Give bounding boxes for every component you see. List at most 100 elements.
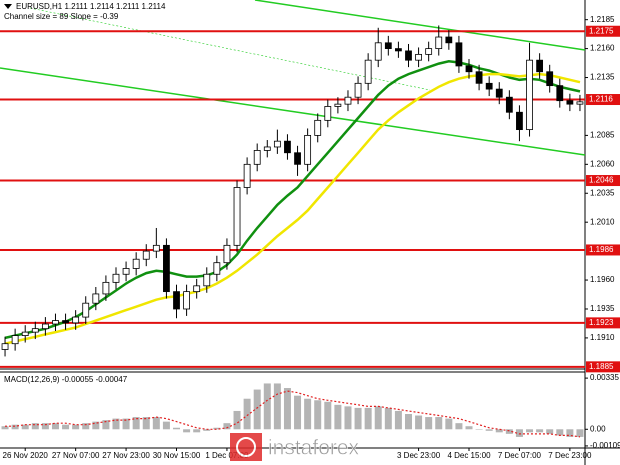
candle-body xyxy=(334,103,342,107)
candle-body xyxy=(31,328,39,333)
histogram-bar xyxy=(576,429,584,437)
candle-body xyxy=(52,320,59,325)
level-label-box xyxy=(586,175,620,187)
candle-body xyxy=(485,82,493,90)
candle-body xyxy=(233,187,241,246)
histogram-bar xyxy=(183,429,191,433)
candle-body xyxy=(142,250,150,260)
histogram-bar xyxy=(223,423,231,430)
histogram-bar xyxy=(304,398,312,430)
histogram-bar xyxy=(294,395,302,430)
y-tick-label: 1.2085 xyxy=(590,131,615,140)
histogram-bar xyxy=(404,414,412,430)
histogram-bar xyxy=(415,415,423,430)
candle-body xyxy=(364,59,372,84)
candle-body xyxy=(253,150,261,165)
x-tick-label: 27 Nov 07:00 xyxy=(52,451,100,460)
x-tick-label: 30 Nov 15:00 xyxy=(153,451,201,460)
candle-body xyxy=(112,273,120,283)
candle-body xyxy=(152,244,160,252)
y-tick-label: 1.1935 xyxy=(590,304,615,313)
histogram-bar xyxy=(384,407,392,430)
x-tick-label: 7 Dec 23:00 xyxy=(548,451,592,460)
y-tick-label: 1.1910 xyxy=(590,333,615,342)
histogram-bar xyxy=(465,426,473,430)
y-tick-label: 1.2185 xyxy=(590,15,615,24)
indicator-line: Channel size = 89 Slope = -0.39 xyxy=(4,12,119,21)
candle-body xyxy=(183,291,190,310)
level-label: 1.1986 xyxy=(589,245,614,254)
histogram-bar xyxy=(334,404,342,430)
candle-body xyxy=(495,88,503,98)
candle-body xyxy=(425,48,433,55)
histogram-bar xyxy=(344,406,352,430)
watermark-text: instaforex xyxy=(268,437,360,460)
histogram-bar xyxy=(41,423,49,430)
candle-body xyxy=(374,42,382,61)
menu-arrow xyxy=(4,4,12,9)
candle-body xyxy=(213,262,221,275)
x-tick-label: 1 Dec 07:00 xyxy=(205,451,249,460)
histogram-bar xyxy=(243,398,251,430)
moving-average xyxy=(4,60,581,340)
candle-body xyxy=(435,36,443,50)
y-tick-label: 1.2010 xyxy=(590,217,615,226)
histogram-bar xyxy=(374,406,382,430)
histogram-bar xyxy=(364,407,372,430)
symbol-line: EURUSD,H1 1.2111 1.2114 1.2111 1.2114 xyxy=(16,2,166,11)
candle-body xyxy=(405,50,412,61)
candle-body xyxy=(203,273,211,287)
moving-average xyxy=(4,72,581,345)
histogram-bar xyxy=(233,410,241,430)
histogram-bar xyxy=(122,418,130,430)
histogram-bar xyxy=(566,429,574,437)
level-label: 1.2175 xyxy=(589,26,614,35)
watermark-logo-mark xyxy=(236,437,256,457)
candle-body xyxy=(294,152,301,165)
histogram-bar xyxy=(92,421,100,430)
candle-body xyxy=(455,42,463,67)
candle-body xyxy=(546,71,554,87)
y-tick-label: 1.2135 xyxy=(590,73,615,82)
candle-body xyxy=(163,244,170,293)
candle-body xyxy=(193,285,201,293)
histogram-bar xyxy=(263,383,271,430)
x-tick-label: 4 Dec 15:00 xyxy=(447,451,491,460)
histogram-bar xyxy=(445,418,453,430)
candle-body xyxy=(1,343,9,350)
candle-body xyxy=(122,268,130,275)
histogram-bar xyxy=(203,429,211,431)
candle-body xyxy=(526,59,533,131)
level-label: 1.2046 xyxy=(589,176,614,185)
candle-body xyxy=(102,281,110,295)
histogram-bar xyxy=(556,429,564,436)
histogram-bar xyxy=(425,417,433,430)
histogram-bar xyxy=(253,389,261,430)
candle-body xyxy=(354,82,362,98)
candle-body xyxy=(21,331,29,336)
histogram-bar xyxy=(394,410,402,430)
level-label: 1.1885 xyxy=(589,362,614,371)
histogram-bar xyxy=(354,407,362,430)
candle-body xyxy=(41,323,49,330)
candle-body xyxy=(82,302,90,318)
x-tick-label: 7 Dec 07:00 xyxy=(498,451,542,460)
candle-body xyxy=(263,146,271,151)
histogram-bar xyxy=(173,427,181,430)
histogram-bar xyxy=(31,423,39,430)
candle-body xyxy=(173,291,180,310)
histogram-bar xyxy=(102,420,110,430)
level-label-box xyxy=(586,244,620,256)
histogram-bar xyxy=(475,429,483,430)
histogram-bar xyxy=(162,421,170,430)
channel-line xyxy=(0,67,586,156)
candle-body xyxy=(62,320,69,324)
y-tick-label: -0.00109 xyxy=(590,441,620,450)
indicator-title: MACD(12,26,9) -0.00055 -0.00047 xyxy=(4,375,128,384)
histogram-bar xyxy=(314,400,322,430)
candle-body xyxy=(536,59,544,73)
histogram-bar xyxy=(51,423,59,430)
